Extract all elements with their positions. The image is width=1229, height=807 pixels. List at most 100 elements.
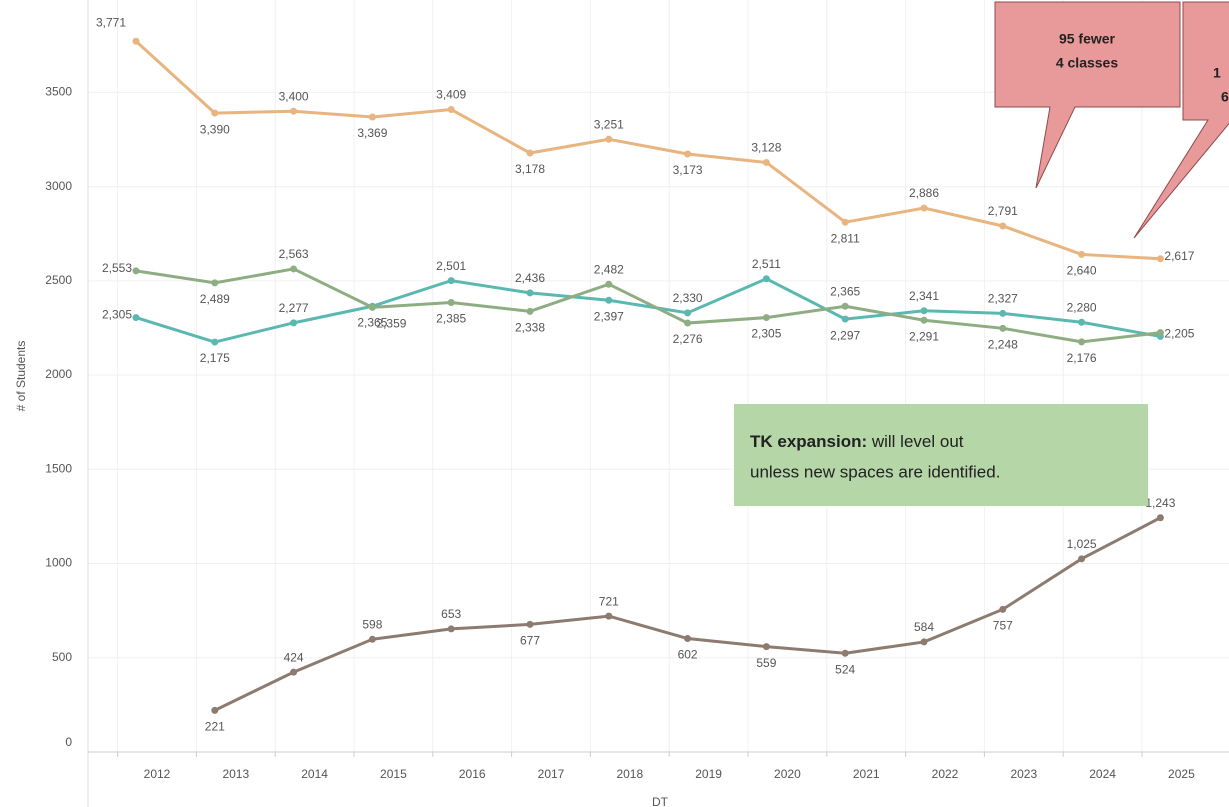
data-point [684, 319, 692, 327]
x-tick-label: 2021 [853, 767, 880, 781]
note-text: unless new spaces are identified. [750, 462, 1000, 481]
value-label: 2,330 [673, 291, 703, 305]
data-point [762, 314, 770, 322]
callout-text: 1 [1213, 65, 1221, 81]
y-tick-label: 1500 [45, 461, 72, 475]
value-label: 1,243 [1145, 496, 1175, 510]
callout-text: 95 fewer [1059, 31, 1116, 47]
x-tick-label: 2016 [459, 767, 486, 781]
value-label: 2,385 [436, 312, 466, 326]
data-point [526, 620, 534, 628]
data-point [290, 107, 298, 115]
value-label: 2,359 [376, 317, 406, 331]
data-point [841, 302, 849, 310]
value-label: 2,341 [909, 289, 939, 303]
value-label: 2,811 [831, 231, 860, 245]
callout-box [1133, 1, 1229, 239]
series-line [135, 277, 1161, 344]
callout-box [994, 1, 1181, 189]
value-label: 2,277 [279, 301, 309, 315]
x-tick-label: 2019 [695, 767, 722, 781]
data-point [290, 319, 298, 327]
note-rest: will level out [867, 432, 964, 451]
data-point [368, 303, 376, 311]
callout-text: 6 [1221, 89, 1229, 105]
data-point [684, 309, 692, 317]
data-point [920, 307, 928, 315]
data-point [841, 218, 849, 226]
value-label: 2,175 [200, 351, 230, 365]
value-label: 2,176 [1067, 351, 1097, 365]
data-point [684, 635, 692, 643]
value-label: 2,365 [830, 284, 860, 298]
callout-text: 4 classes [1056, 55, 1118, 71]
value-label: 221 [205, 720, 225, 734]
x-axis-label: DT [652, 795, 669, 807]
series-line [135, 267, 1161, 344]
value-label: 2,489 [200, 292, 230, 306]
value-label: 2,276 [673, 332, 703, 346]
data-point [999, 309, 1007, 317]
value-label: 2,327 [988, 292, 1018, 306]
data-point [1078, 250, 1086, 258]
value-label: 2,886 [909, 186, 939, 200]
data-point [841, 649, 849, 657]
value-label: 2,397 [594, 309, 624, 323]
value-label: 3,390 [200, 122, 230, 136]
data-point [132, 37, 140, 45]
data-point [368, 635, 376, 643]
value-label: 559 [756, 656, 776, 670]
x-tick-label: 2022 [932, 767, 959, 781]
y-tick-label: 3500 [45, 85, 72, 99]
x-tick-label: 2012 [144, 767, 171, 781]
data-point [920, 638, 928, 646]
data-point [447, 277, 455, 285]
value-label: 2,563 [279, 247, 309, 261]
value-label: 3,369 [357, 126, 387, 140]
value-label: 2,436 [515, 271, 545, 285]
data-point [211, 109, 219, 117]
data-point [526, 307, 534, 315]
x-tick-label: 2018 [616, 767, 643, 781]
x-tick-label: 2013 [222, 767, 249, 781]
data-point [290, 265, 298, 273]
series-line [134, 40, 1161, 261]
value-label: 2,617 [1164, 249, 1194, 263]
value-label: 3,251 [594, 117, 624, 131]
data-point [1078, 338, 1086, 346]
x-tick-label: 2017 [538, 767, 565, 781]
data-point [447, 625, 455, 633]
data-point [1156, 329, 1164, 337]
data-point [447, 106, 455, 114]
data-point [605, 280, 613, 288]
data-point [1156, 255, 1164, 263]
value-label: 3,128 [751, 141, 781, 155]
data-point [526, 149, 534, 157]
value-label: 2,511 [752, 257, 781, 271]
note-bold: TK expansion: [750, 432, 867, 451]
data-point [999, 324, 1007, 332]
data-point [132, 314, 140, 322]
x-tick-label: 2023 [1010, 767, 1037, 781]
grid [88, 0, 1229, 753]
y-tick-label: 1000 [45, 556, 72, 570]
note-text: TK expansion: will level out [750, 432, 964, 451]
value-label: 2,553 [102, 261, 132, 275]
data-point [684, 150, 692, 158]
value-label: 2,248 [988, 337, 1018, 351]
value-label: 2,501 [436, 259, 466, 273]
data-point [1156, 514, 1164, 522]
value-label: 2,280 [1067, 300, 1097, 314]
value-label: 721 [599, 594, 619, 608]
y-axis-label: # of Students [14, 341, 28, 412]
data-point [368, 113, 376, 121]
data-point [920, 204, 928, 212]
data-point [211, 279, 219, 287]
y-tick-label: 500 [52, 650, 72, 664]
value-label: 602 [678, 648, 698, 662]
x-tick-label: 2015 [380, 767, 407, 781]
y-tick-label: 2500 [45, 273, 72, 287]
data-point [211, 706, 219, 714]
data-point [762, 643, 770, 651]
